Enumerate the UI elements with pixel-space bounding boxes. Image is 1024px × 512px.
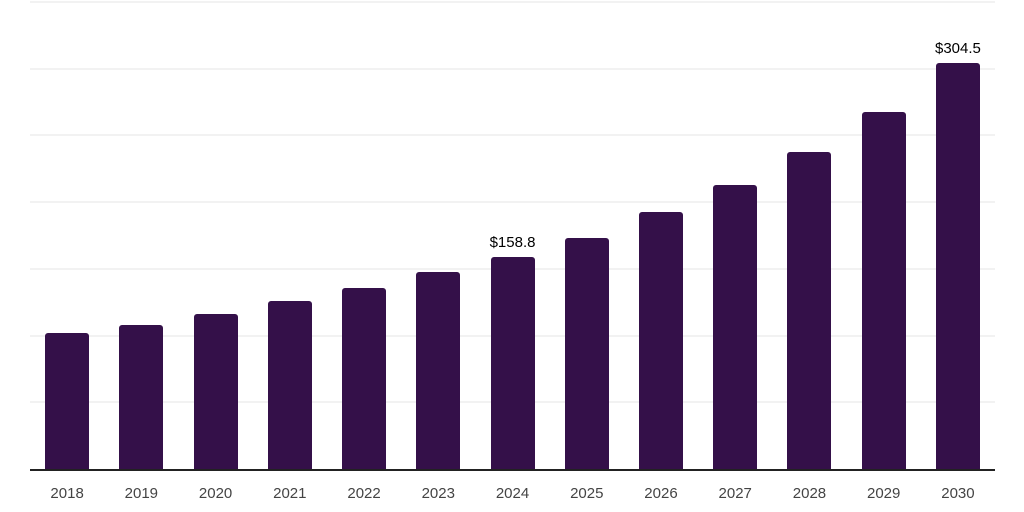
x-tick-2019: 2019: [124, 485, 159, 502]
bar-slot-2030: $304.5: [921, 2, 995, 469]
bar-slot-2020: [178, 2, 252, 469]
x-tick-2026: 2026: [644, 485, 678, 502]
bar-2020[interactable]: [193, 313, 238, 469]
x-tick-2022: 2022: [347, 485, 381, 502]
x-tick-2029: 2029: [867, 485, 901, 502]
bar-2022[interactable]: [342, 288, 387, 469]
bar-2030[interactable]: [935, 62, 980, 469]
bar-slot-2027: [698, 2, 772, 469]
bar-2029[interactable]: [861, 111, 906, 469]
bar-slot-2028: [772, 2, 846, 469]
bar-slot-2021: [253, 2, 327, 469]
bar-slot-2019: [104, 2, 178, 469]
gridline-350: [30, 1, 995, 3]
bar-2019[interactable]: [119, 324, 164, 469]
gridline-200: [30, 201, 995, 204]
gridline-250: [30, 134, 995, 137]
bar-2018[interactable]: [45, 333, 90, 469]
x-tick-2027: 2027: [718, 485, 752, 502]
bar-slot-2018: [30, 2, 104, 469]
bar-slot-2029: [847, 2, 921, 469]
bar-2026[interactable]: [638, 212, 683, 469]
bar-slot-2024: $158.8: [475, 2, 549, 469]
x-tick-2023: 2023: [421, 485, 455, 502]
bars: $158.8 $304.5: [30, 2, 995, 469]
x-axis-labels: 2018 2019 2020 2021 2022 2023 2024 2025 2026 2027…: [30, 485, 995, 502]
bar-2023[interactable]: [416, 271, 461, 469]
bar-slot-2026: [624, 2, 698, 469]
bar-2027[interactable]: [713, 184, 758, 469]
bar-2024[interactable]: [490, 257, 535, 469]
x-tick-2028: 2028: [792, 485, 827, 502]
data-label-2024: $158.8: [489, 234, 536, 252]
x-tick-2030: 2030: [941, 485, 975, 502]
x-tick-2021: 2021: [273, 485, 307, 502]
gridline-300: [30, 67, 995, 70]
plot-area: $158.8 $304.5: [30, 1, 995, 471]
data-label-2030: $304.5: [934, 39, 981, 57]
x-tick-2018: 2018: [50, 485, 84, 502]
bar-slot-2023: [401, 2, 475, 469]
x-tick-2025: 2025: [570, 485, 604, 502]
bar-2025[interactable]: [564, 237, 609, 469]
x-tick-2024: 2024: [495, 485, 530, 502]
bar-slot-2025: [550, 2, 624, 469]
bar-2021[interactable]: [267, 301, 312, 469]
bar-slot-2022: [327, 2, 401, 469]
bar-2028[interactable]: [787, 152, 832, 469]
x-tick-2020: 2020: [198, 485, 233, 502]
